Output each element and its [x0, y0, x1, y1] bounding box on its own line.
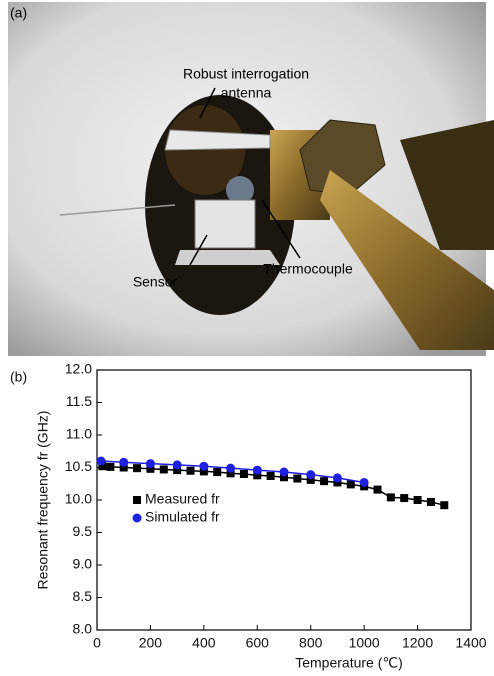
- marker: [253, 466, 262, 475]
- marker: [199, 462, 208, 471]
- x-tick-label: 0: [93, 635, 101, 651]
- y-tick-label: 11.5: [66, 393, 92, 409]
- annotation: Sensor: [133, 274, 178, 290]
- marker: [226, 464, 235, 473]
- marker: [440, 501, 448, 509]
- marker: [387, 493, 395, 501]
- marker: [187, 467, 195, 475]
- y-tick-label: 10.5: [65, 458, 92, 474]
- legend-label: Measured fr: [145, 491, 220, 507]
- y-tick-label: 12.0: [65, 361, 92, 377]
- marker: [213, 468, 221, 476]
- marker: [333, 473, 342, 482]
- y-axis-label: Resonant frequency fr (GHz): [35, 411, 51, 590]
- x-tick-label: 400: [192, 635, 216, 651]
- photo: (a) Robust interrogation antenna Sensor …: [8, 2, 494, 356]
- marker: [173, 460, 182, 469]
- marker: [133, 464, 141, 472]
- marker: [293, 475, 301, 483]
- marker: [146, 459, 155, 468]
- legend-label: Simulated fr: [145, 509, 220, 525]
- x-tick-label: 800: [299, 635, 323, 651]
- marker: [414, 496, 422, 504]
- marker: [160, 465, 168, 473]
- x-tick-label: 1200: [402, 635, 433, 651]
- y-tick-label: 8.5: [73, 588, 93, 604]
- annotation: Thermocouple: [263, 261, 353, 277]
- panel-label: (b): [10, 369, 27, 385]
- legend-marker: [133, 514, 142, 523]
- marker: [427, 498, 435, 506]
- y-tick-label: 9.0: [73, 556, 93, 572]
- x-tick-label: 600: [246, 635, 270, 651]
- y-tick-label: 11.0: [66, 426, 92, 442]
- y-tick-label: 8.0: [73, 621, 93, 637]
- x-tick-label: 200: [139, 635, 163, 651]
- x-axis-label: Temperature (℃): [295, 655, 403, 671]
- figure: (a) Robust interrogation antenna Sensor …: [0, 0, 494, 676]
- marker: [119, 458, 128, 467]
- marker: [240, 470, 248, 478]
- panel-label: (a): [10, 5, 27, 21]
- marker: [267, 472, 275, 480]
- annotation: Robust interrogation: [183, 66, 309, 82]
- marker: [374, 486, 382, 494]
- y-tick-label: 9.5: [73, 523, 93, 539]
- marker: [320, 477, 328, 485]
- marker: [306, 470, 315, 479]
- legend-marker: [133, 496, 141, 504]
- y-tick-label: 10.0: [65, 491, 92, 507]
- marker: [347, 480, 355, 488]
- marker: [280, 468, 289, 477]
- annotation: antenna: [221, 85, 272, 101]
- marker: [360, 478, 369, 487]
- marker: [97, 457, 106, 466]
- marker: [106, 463, 114, 471]
- x-tick-label: 1400: [455, 635, 486, 651]
- x-tick-label: 1000: [349, 635, 380, 651]
- marker: [400, 494, 408, 502]
